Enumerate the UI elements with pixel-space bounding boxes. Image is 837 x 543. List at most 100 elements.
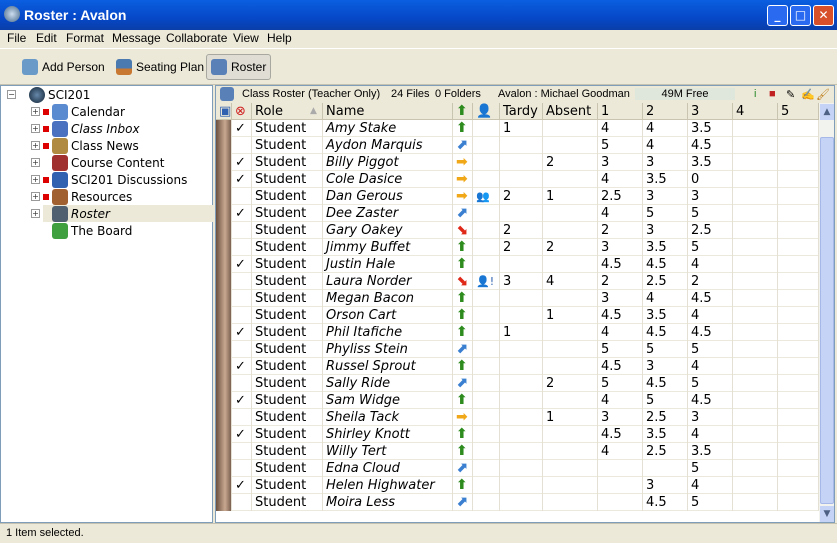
table-row[interactable]: Student Sheila Tack ➡ 1 3 2.5 3 bbox=[216, 409, 819, 426]
name-cell[interactable]: Sally Ride bbox=[323, 375, 453, 392]
brush-icon[interactable]: 🖌 bbox=[816, 89, 830, 101]
grade-2-cell[interactable]: 3.5 bbox=[643, 239, 688, 256]
grade-1-cell[interactable] bbox=[598, 477, 643, 494]
grade-2-cell[interactable]: 4.5 bbox=[643, 256, 688, 273]
tree-item[interactable]: Course Content bbox=[43, 154, 164, 171]
grade-5-cell[interactable] bbox=[778, 120, 819, 137]
menu-file[interactable]: File bbox=[7, 31, 27, 45]
checkmark[interactable] bbox=[232, 290, 252, 307]
grade-3-cell[interactable]: 4 bbox=[688, 426, 733, 443]
table-row[interactable]: Student Orson Cart ⬆ 1 4.5 3.5 4 bbox=[216, 307, 819, 324]
grade-3-cell[interactable]: 4 bbox=[688, 256, 733, 273]
menu-format[interactable]: Format bbox=[66, 31, 105, 45]
table-row[interactable]: ✓ Student Shirley Knott ⬆ 4.5 3.5 4 bbox=[216, 426, 819, 443]
grade-1-cell[interactable] bbox=[598, 494, 643, 511]
grade-2-cell[interactable]: 4 bbox=[643, 290, 688, 307]
name-cell[interactable]: Laura Norder bbox=[323, 273, 453, 290]
grade-2-cell[interactable]: 3 bbox=[643, 477, 688, 494]
grade-4-cell[interactable] bbox=[733, 460, 778, 477]
grade-3-cell[interactable]: 2.5 bbox=[688, 222, 733, 239]
checkmark[interactable]: ✓ bbox=[232, 171, 252, 188]
edit-icon[interactable]: ✍ bbox=[801, 89, 815, 101]
pencil-icon[interactable]: ✎ bbox=[786, 89, 796, 101]
grade-4-cell[interactable] bbox=[733, 290, 778, 307]
maximize-button[interactable]: □ bbox=[790, 5, 811, 26]
grade-3-cell[interactable]: 5 bbox=[688, 375, 733, 392]
menu-help[interactable]: Help bbox=[267, 31, 292, 45]
grade-5-cell[interactable] bbox=[778, 443, 819, 460]
grade-4-cell[interactable] bbox=[733, 494, 778, 511]
vertical-scrollbar[interactable]: ▲ ▼ bbox=[819, 103, 834, 522]
windows-icon[interactable]: ■ bbox=[769, 88, 776, 100]
table-row[interactable]: Student Dan Gerous ➡ 👥 2 1 2.5 3 3 bbox=[216, 188, 819, 205]
collapse-toggle[interactable]: − bbox=[7, 90, 16, 99]
grade-2-cell[interactable]: 4.5 bbox=[643, 494, 688, 511]
grade-5-cell[interactable] bbox=[778, 477, 819, 494]
grade-4-cell[interactable] bbox=[733, 324, 778, 341]
grade-5-cell[interactable] bbox=[778, 375, 819, 392]
name-cell[interactable]: Amy Stake bbox=[323, 120, 453, 137]
name-cell[interactable]: Dan Gerous bbox=[323, 188, 453, 205]
grade-4-cell[interactable] bbox=[733, 341, 778, 358]
name-cell[interactable]: Helen Highwater bbox=[323, 477, 453, 494]
table-row[interactable]: ✓ Student Helen Highwater ⬆ 3 4 bbox=[216, 477, 819, 494]
grade-3-cell[interactable]: 4.5 bbox=[688, 324, 733, 341]
checkmark[interactable] bbox=[232, 137, 252, 154]
name-cell[interactable]: Sheila Tack bbox=[323, 409, 453, 426]
expand-toggle[interactable]: + bbox=[31, 141, 40, 150]
grade-2-cell[interactable]: 3.5 bbox=[643, 307, 688, 324]
name-cell[interactable]: Sam Widge bbox=[323, 392, 453, 409]
grade-3-cell[interactable]: 3.5 bbox=[688, 120, 733, 137]
grade-5-cell[interactable] bbox=[778, 154, 819, 171]
expand-toggle[interactable]: + bbox=[31, 192, 40, 201]
expand-toggle[interactable]: + bbox=[31, 175, 40, 184]
grade-4-cell[interactable] bbox=[733, 120, 778, 137]
photo-column-icon[interactable]: ▣ bbox=[216, 103, 232, 120]
grade-1-cell[interactable]: 4.5 bbox=[598, 307, 643, 324]
grade-4-cell[interactable] bbox=[733, 154, 778, 171]
table-row[interactable]: Student Jimmy Buffet ⬆ 2 2 3 3.5 5 bbox=[216, 239, 819, 256]
table-row[interactable]: ✓ Student Sam Widge ⬆ 4 5 4.5 bbox=[216, 392, 819, 409]
grade-4-cell[interactable] bbox=[733, 171, 778, 188]
grade-1-cell[interactable]: 3 bbox=[598, 154, 643, 171]
grade-3-cell[interactable]: 0 bbox=[688, 171, 733, 188]
name-cell[interactable]: Orson Cart bbox=[323, 307, 453, 324]
grade-3-cell[interactable]: 5 bbox=[688, 205, 733, 222]
table-row[interactable]: ✓ Student Russel Sprout ⬆ 4.5 3 4 bbox=[216, 358, 819, 375]
info-icon[interactable]: i bbox=[754, 88, 757, 100]
table-row[interactable]: Student Edna Cloud ⬈ 5 bbox=[216, 460, 819, 477]
grade-4-cell[interactable] bbox=[733, 239, 778, 256]
grade-2-cell[interactable]: 4.5 bbox=[643, 375, 688, 392]
grade-2-cell[interactable]: 3 bbox=[643, 154, 688, 171]
grade-3-cell[interactable]: 5 bbox=[688, 494, 733, 511]
grade-4-cell[interactable] bbox=[733, 477, 778, 494]
table-row[interactable]: ✓ Student Justin Hale ⬆ 4.5 4.5 4 bbox=[216, 256, 819, 273]
grade-1-cell[interactable] bbox=[598, 460, 643, 477]
col-trend-icon[interactable]: ⬆ bbox=[453, 103, 473, 120]
grade-5-cell[interactable] bbox=[778, 409, 819, 426]
grade-4-cell[interactable] bbox=[733, 409, 778, 426]
menu-collaborate[interactable]: Collaborate bbox=[166, 31, 228, 45]
grade-5-cell[interactable] bbox=[778, 341, 819, 358]
tree-item[interactable]: Calendar bbox=[43, 103, 125, 120]
checkmark[interactable] bbox=[232, 188, 252, 205]
grade-2-cell[interactable]: 3 bbox=[643, 358, 688, 375]
tree-item[interactable]: The Board bbox=[43, 222, 132, 239]
grade-1-cell[interactable]: 5 bbox=[598, 341, 643, 358]
table-row[interactable]: Student Gary Oakey ⬊ 2 2 3 2.5 bbox=[216, 222, 819, 239]
col-grade-3[interactable]: 3 bbox=[688, 103, 733, 120]
checkmark[interactable] bbox=[232, 375, 252, 392]
tree-item[interactable]: SCI201 Discussions bbox=[43, 171, 187, 188]
checkmark[interactable] bbox=[232, 494, 252, 511]
grade-3-cell[interactable]: 3 bbox=[688, 409, 733, 426]
grade-3-cell[interactable]: 5 bbox=[688, 239, 733, 256]
grade-4-cell[interactable] bbox=[733, 443, 778, 460]
col-alert-icon[interactable]: 👤 bbox=[473, 103, 500, 120]
checkmark[interactable]: ✓ bbox=[232, 120, 252, 137]
checkmark[interactable] bbox=[232, 460, 252, 477]
scroll-thumb[interactable] bbox=[820, 137, 834, 504]
grade-1-cell[interactable]: 5 bbox=[598, 137, 643, 154]
checkmark[interactable] bbox=[232, 307, 252, 324]
menu-message[interactable]: Message bbox=[112, 31, 161, 45]
grade-4-cell[interactable] bbox=[733, 392, 778, 409]
